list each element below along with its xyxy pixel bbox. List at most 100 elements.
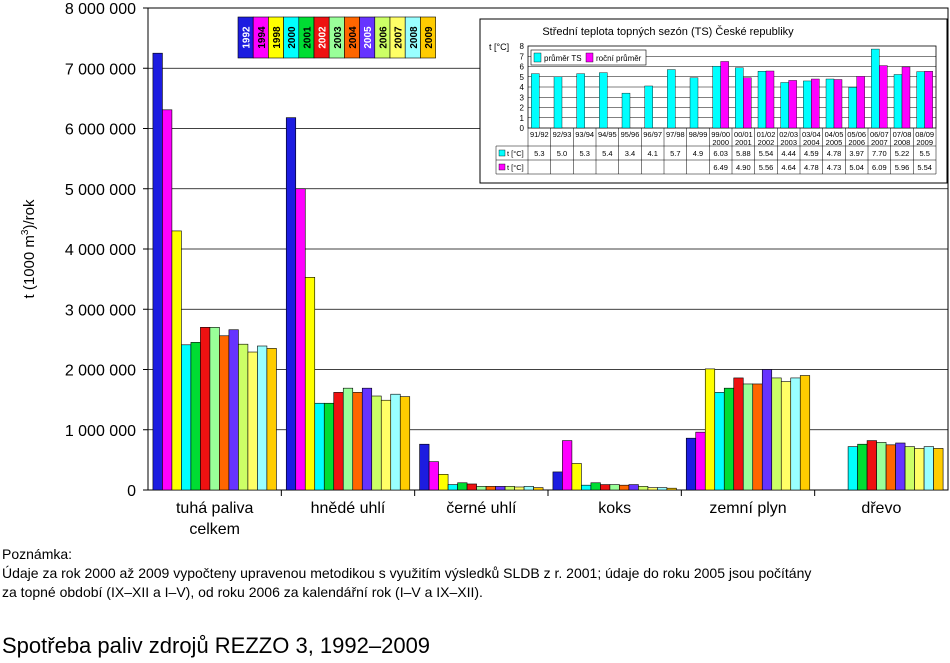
bar-1998	[438, 474, 449, 491]
bar-2006	[904, 446, 915, 491]
table-cell-value: 3.4	[625, 149, 635, 158]
inset-y-tick-label: 8	[520, 42, 525, 51]
inset-x-label-line2: 2005	[826, 138, 843, 147]
x-category-label: koks	[598, 500, 631, 517]
table-cell-value: 4.90	[736, 163, 751, 172]
y-tick-label: 4 000 000	[65, 242, 136, 259]
table-cell-value: 4.44	[781, 149, 796, 158]
inset-x-label-line2: 2001	[735, 138, 752, 147]
table-cell-value: 5.54	[759, 149, 774, 158]
bar-1992	[419, 443, 430, 491]
inset-y-tick-label: 0	[520, 124, 525, 133]
bar-1998	[171, 230, 182, 491]
inset-x-label: 97/98	[666, 130, 685, 139]
table-cell-value: 5.56	[759, 163, 774, 172]
inset-x-label: 03/04	[802, 130, 821, 139]
table-cell-value: 7.70	[872, 149, 887, 158]
bar-2005	[495, 486, 506, 491]
bar-2007	[647, 487, 658, 491]
table-cell-value: 5.4	[602, 149, 612, 158]
inset-y-axis-title: t [°C]	[489, 42, 509, 52]
legend-label-2003: 2003	[333, 26, 344, 49]
inset-x-label-line2: 2007	[871, 138, 888, 147]
bar-2007	[780, 381, 792, 491]
inset-x-label: 91/92	[530, 130, 549, 139]
bar-2005	[228, 329, 239, 491]
bar-2003	[476, 486, 487, 491]
bar-1998	[704, 368, 716, 491]
bar-1994	[162, 109, 173, 491]
bar-2003	[742, 383, 754, 491]
y-tick-label: 6 000 000	[65, 122, 136, 139]
bar-2009	[533, 487, 544, 491]
table-cell-value: 4.9	[693, 149, 703, 158]
bar-2007	[247, 351, 258, 491]
bar-1998	[304, 277, 316, 491]
y-tick-label: 2 000 000	[65, 363, 136, 380]
bar-2003	[342, 387, 354, 491]
inset-y-tick-label: 6	[520, 63, 525, 72]
bar-2002	[600, 484, 611, 491]
bar-2008	[523, 486, 534, 491]
inset-bar-ts	[553, 76, 563, 129]
bar-2008	[390, 393, 401, 491]
y-tick-label: 5 000 000	[65, 182, 136, 199]
bar-1994	[695, 431, 706, 491]
inset-x-label: 07/08	[893, 130, 912, 139]
inset-x-label: 08/09	[915, 130, 934, 139]
bar-1998	[571, 463, 582, 491]
bar-2005	[761, 369, 773, 491]
note-text-line-1: Údaje za rok 2000 až 2009 vypočteny upra…	[2, 565, 812, 581]
inset-bar-ts	[576, 73, 585, 129]
legend-label-2000: 2000	[287, 26, 298, 49]
bar-2009	[266, 348, 277, 491]
bar-2002	[333, 392, 344, 491]
inset-bar-annual	[811, 78, 820, 129]
table-cell-value: 5.22	[895, 149, 910, 158]
inset-bar-ts	[667, 69, 676, 129]
y-tick-label: 3 000 000	[65, 302, 136, 319]
inset-bar-ts	[599, 72, 608, 129]
legend-label-2005: 2005	[363, 26, 374, 49]
inset-x-label-line2: 2002	[758, 138, 775, 147]
bar-2008	[257, 345, 268, 491]
legend-label-2006: 2006	[378, 26, 389, 49]
note-text-line-2: za topné období (IX–XII a I–V), od roku …	[2, 584, 483, 600]
legend-label-2007: 2007	[394, 26, 405, 49]
bar-2006	[771, 377, 782, 491]
inset-x-label: 01/02	[757, 130, 776, 139]
x-category-label-line2: celkem	[189, 521, 240, 538]
table-cell-value: 4.59	[804, 149, 819, 158]
legend-label-1994: 1994	[257, 26, 268, 49]
bar-2001	[323, 402, 335, 491]
inset-y-tick-label: 3	[520, 93, 525, 102]
legend-label-2002: 2002	[318, 26, 329, 49]
inset-bar-ts	[893, 74, 903, 129]
bar-2004	[752, 383, 763, 491]
bar-2000	[847, 446, 858, 491]
inset-y-tick-label: 5	[520, 73, 525, 82]
bar-2003	[876, 442, 887, 491]
table-cell-value: 5.7	[670, 149, 680, 158]
bar-2001	[723, 387, 735, 491]
x-category-label: zemní plyn	[709, 500, 786, 517]
bar-2005	[895, 442, 906, 491]
inset-x-label: 92/93	[553, 130, 572, 139]
inset-bar-ts	[712, 65, 721, 129]
bar-2002	[866, 440, 877, 491]
inset-bar-ts	[644, 85, 653, 129]
inset-bar-annual	[833, 79, 843, 129]
main-bars	[152, 52, 944, 491]
note-block: Poznámka: Údaje za rok 2000 až 2009 vypo…	[2, 545, 942, 602]
bar-2001	[457, 482, 468, 491]
bar-2005	[628, 484, 639, 491]
bar-1994	[428, 461, 439, 491]
inset-bar-ts	[916, 71, 925, 129]
inset-bar-ts	[825, 78, 835, 129]
table-cell-value: 6.03	[713, 149, 728, 158]
page-caption: Spotřeba paliv zdrojů REZZO 3, 1992–2009	[2, 633, 431, 658]
y-tick-label: 7 000 000	[65, 61, 136, 78]
bar-2007	[914, 448, 925, 491]
inset-legend-label: průměr TS	[544, 54, 582, 63]
legend-label-2004: 2004	[348, 26, 359, 49]
